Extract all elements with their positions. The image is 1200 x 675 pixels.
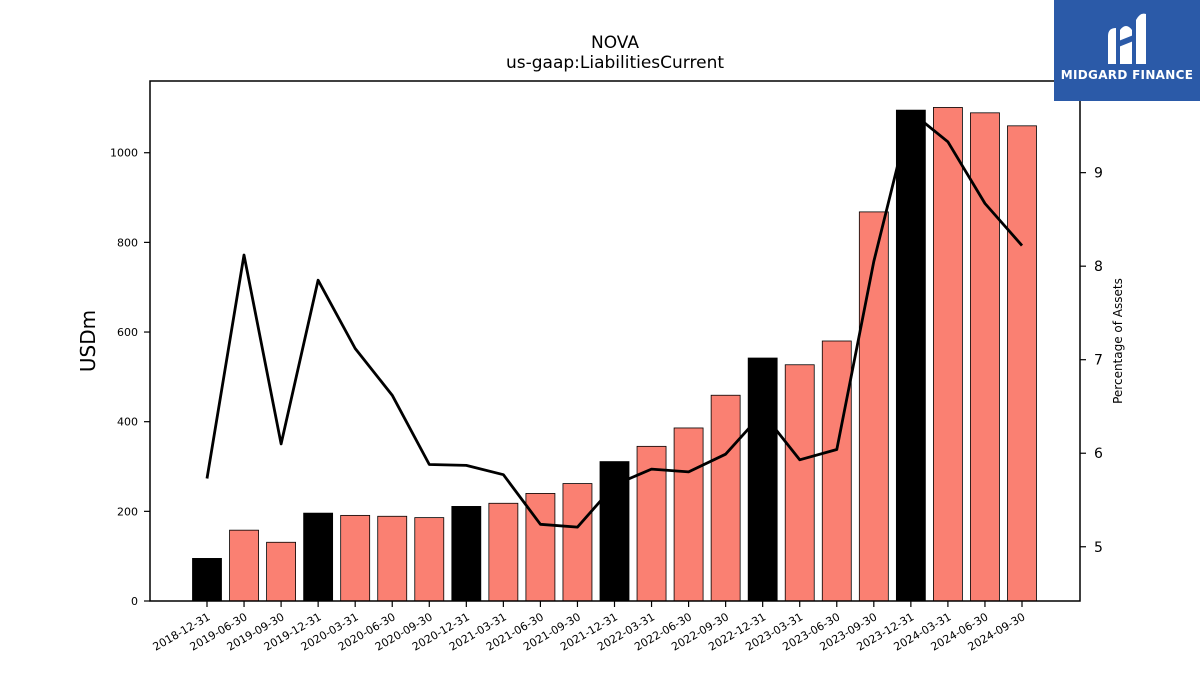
y-tick-label: 200	[117, 505, 138, 518]
y2-axis-label: Percentage of Assets	[1111, 278, 1125, 404]
y-tick-label: 600	[117, 326, 138, 339]
bar	[599, 461, 630, 602]
bar	[229, 529, 259, 602]
y2-tick-label: 8	[1094, 259, 1103, 275]
bar	[747, 357, 778, 602]
bar	[192, 558, 222, 602]
bar	[488, 502, 519, 602]
bar	[451, 506, 482, 602]
bar	[414, 517, 445, 602]
bar	[933, 107, 963, 602]
y-axis-right: 5 6 7 8 9	[1080, 166, 1103, 556]
y-tick-label: 0	[131, 595, 138, 608]
y2-tick-label: 5	[1094, 540, 1103, 556]
x-axis: 2018-12-312019-06-302019-09-302019-12-31…	[151, 601, 1028, 654]
bar	[266, 541, 296, 602]
y-tick-label: 800	[117, 236, 138, 249]
bar	[562, 483, 593, 602]
bar	[673, 427, 704, 602]
bar	[895, 109, 926, 602]
bar	[858, 211, 889, 602]
y2-tick-label: 6	[1094, 446, 1103, 462]
line-series	[205, 110, 1024, 529]
y-axis-label: USDm	[76, 310, 100, 372]
bar	[303, 512, 334, 602]
y-axis-left: 0 200 400 600 800 1000	[110, 147, 150, 608]
bar	[710, 394, 741, 602]
bar	[340, 514, 371, 602]
bar	[377, 515, 408, 602]
y-tick-label: 1000	[110, 147, 138, 160]
bar	[970, 112, 1000, 602]
logo: MIDGARD FINANCE	[1054, 0, 1200, 101]
logo-mark-icon	[1108, 13, 1146, 65]
y-tick-label: 400	[117, 416, 138, 429]
y2-tick-label: 9	[1094, 166, 1103, 182]
chart-subtitle: us-gaap:LiabilitiesCurrent	[506, 53, 724, 73]
bar	[1007, 125, 1037, 602]
logo-text: MIDGARD FINANCE	[1060, 68, 1194, 82]
bar	[821, 340, 852, 602]
percentage-line	[205, 110, 1024, 529]
bar	[784, 364, 815, 602]
bar-series	[192, 107, 1037, 602]
chart-title: NOVA	[591, 33, 639, 53]
y2-tick-label: 7	[1094, 353, 1103, 369]
